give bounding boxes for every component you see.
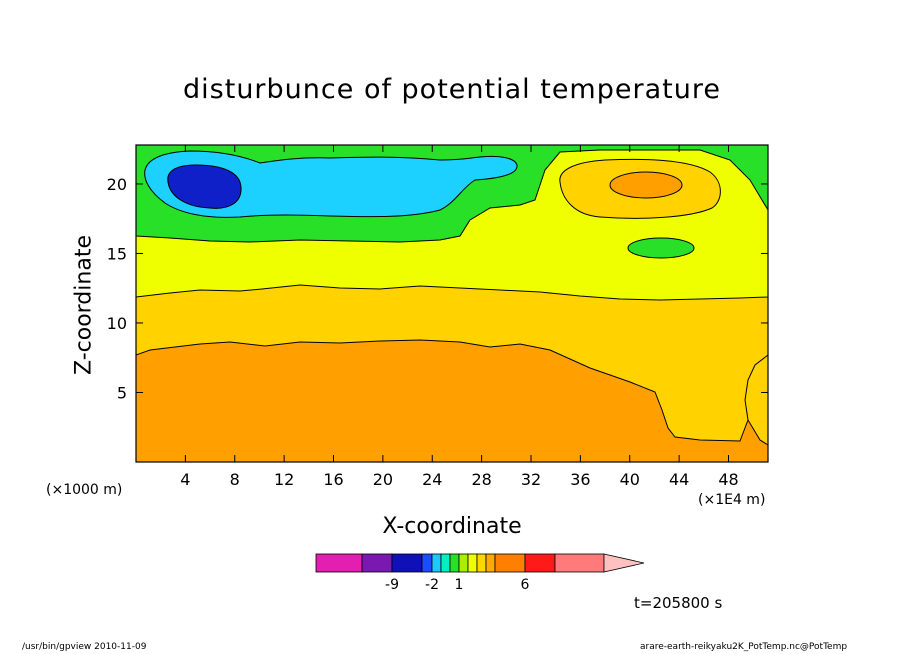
colorbar-segment bbox=[441, 554, 450, 572]
x-tick-label: 48 bbox=[718, 470, 738, 489]
y-tick-label: 10 bbox=[107, 314, 127, 333]
colorbar-label: -2 bbox=[425, 577, 439, 593]
colorbar-segment bbox=[525, 554, 555, 572]
colorbar-segment bbox=[486, 554, 495, 572]
contour-fill-green-patch bbox=[628, 238, 694, 258]
footer-program-date: /usr/bin/gpview 2010-11-09 bbox=[22, 642, 146, 652]
y-tick-label: 15 bbox=[107, 244, 127, 263]
colorbar-segment bbox=[450, 554, 459, 572]
x-tick-label: 44 bbox=[669, 470, 689, 489]
x-tick-label: 40 bbox=[620, 470, 640, 489]
time-label: t=205800 s bbox=[634, 594, 722, 612]
colorbar-segment bbox=[459, 554, 468, 572]
colorbar-extend-arrow bbox=[604, 554, 644, 572]
x-tick-label: 32 bbox=[521, 470, 541, 489]
x-tick-label: 8 bbox=[230, 470, 240, 489]
colorbar-label: 1 bbox=[455, 577, 464, 593]
x-tick-label: 28 bbox=[471, 470, 491, 489]
colorbar-label: 6 bbox=[521, 577, 530, 593]
footer-file-name: arare-earth-reikyaku2K_PotTemp.nc@PotTem… bbox=[640, 642, 847, 652]
colorbar bbox=[316, 554, 644, 572]
colorbar-segment bbox=[362, 554, 392, 572]
contour-fill-orange-core bbox=[610, 172, 682, 198]
x-tick-label: 20 bbox=[373, 470, 393, 489]
contour-fields bbox=[136, 145, 768, 462]
colorbar-segment bbox=[477, 554, 486, 572]
y-tick-label: 5 bbox=[117, 383, 127, 402]
y-axis-label: Z-coordinate bbox=[72, 235, 97, 375]
colorbar-segment bbox=[432, 554, 441, 572]
x-axis-label: X-coordinate bbox=[382, 514, 521, 539]
x-tick-label: 16 bbox=[323, 470, 343, 489]
secondary-unit-label: (×1000 m) bbox=[46, 482, 122, 498]
colorbar-segment bbox=[392, 554, 422, 572]
x-axis-tick-labels: 4 8 12 16 20 24 28 32 36 40 44 48 bbox=[180, 470, 738, 489]
colorbar-label: -9 bbox=[385, 577, 399, 593]
colorbar-labels: -9 -2 1 6 bbox=[385, 577, 530, 593]
colorbar-segment bbox=[495, 554, 525, 572]
y-tick-label: 20 bbox=[107, 175, 127, 194]
colorbar-segment bbox=[468, 554, 477, 572]
x-unit-label: (×1E4 m) bbox=[698, 492, 765, 508]
colorbar-segment bbox=[422, 554, 432, 572]
colorbar-segment bbox=[555, 554, 604, 572]
x-tick-label: 36 bbox=[570, 470, 590, 489]
x-tick-label: 24 bbox=[422, 470, 442, 489]
colorbar-segment bbox=[316, 554, 362, 572]
y-axis-tick-labels: 5 10 15 20 bbox=[107, 175, 127, 403]
x-tick-label: 12 bbox=[274, 470, 294, 489]
x-tick-label: 4 bbox=[180, 470, 190, 489]
